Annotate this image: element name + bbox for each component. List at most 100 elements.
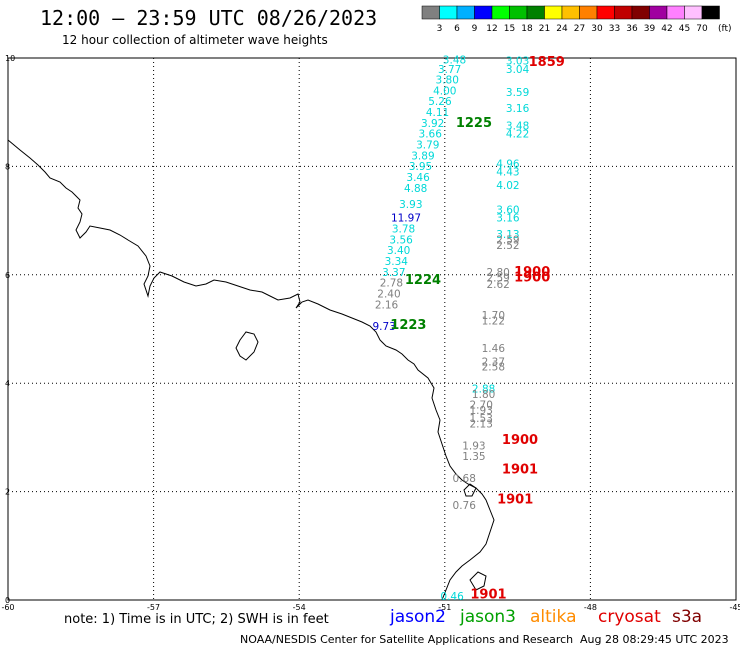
time-label: 1900 [514, 265, 550, 280]
wave-height-value: 1.80 [472, 389, 495, 401]
time-label: 1224 [405, 273, 441, 288]
wave-height-value: 1.35 [462, 451, 485, 463]
wave-height-value: 3.60 [496, 205, 519, 217]
legend-swatch [491, 5, 510, 20]
satellite-label-altika: altika [530, 607, 577, 627]
legend-unit: (ft) [718, 24, 732, 34]
coastline [7, 139, 495, 601]
wave-height-value: 3.89 [411, 150, 434, 162]
legend-label: 27 [574, 24, 585, 34]
wave-height-value: 2.52 [496, 240, 519, 252]
time-label: 1901 [497, 493, 533, 508]
legend-swatch [544, 5, 563, 20]
wave-height-value: 2.62 [486, 279, 509, 291]
legend-swatch [509, 5, 528, 20]
y-tick-label: 2 [5, 488, 10, 497]
time-label: 1901 [470, 587, 506, 602]
wave-height-value: 3.79 [416, 140, 439, 152]
wave-height-value: 4.11 [426, 107, 449, 119]
legend-swatch [439, 5, 458, 20]
legend-swatch [474, 5, 493, 20]
wave-height-value: 3.48 [443, 54, 466, 66]
wave-height-value: 2.13 [470, 419, 493, 431]
legend-swatch [666, 5, 685, 20]
wave-height-value: 0.46 [440, 591, 464, 603]
legend-label: 6 [454, 24, 460, 34]
graticule-grid [8, 58, 736, 600]
wave-height-value: 3.16 [506, 103, 530, 115]
wave-height-values: 3.483.773.804.005.264.113.923.663.793.89… [372, 54, 529, 603]
legend-label: 70 [696, 24, 708, 34]
wave-height-value: 3.78 [392, 224, 415, 236]
page-subtitle: 12 hour collection of altimeter wave hei… [62, 33, 328, 47]
wave-height-value: 5.26 [428, 96, 452, 108]
y-tick-label: 10 [5, 54, 15, 63]
wave-height-value: 1.93 [470, 405, 493, 417]
longitude-tick-labels: -60 -57 -54 -51 -48 -45 [1, 603, 740, 612]
y-tick-label: 0 [5, 596, 10, 605]
legend-label: 15 [504, 24, 515, 34]
legend-swatch [526, 5, 545, 20]
credit-text: NOAA/NESDIS Center for Satellite Applica… [240, 633, 574, 646]
wave-height-value: 4.22 [506, 129, 529, 141]
wave-height-value: 3.37 [382, 267, 405, 279]
time-label: 1225 [456, 116, 492, 131]
wave-height-value: 2.40 [377, 289, 400, 301]
legend-label: 3 [437, 24, 443, 34]
map-frame [7, 57, 737, 601]
wave-height-value: 0.68 [453, 473, 476, 485]
wave-height-value: 3.46 [406, 172, 430, 184]
legend-label: 39 [644, 24, 656, 34]
wave-height-value: 3.48 [506, 121, 529, 133]
legend-swatch [456, 5, 475, 20]
wave-height-value: 3.80 [436, 74, 459, 86]
wave-height-value: 3.59 [506, 87, 529, 99]
legend-label: 12 [486, 24, 497, 34]
legend-label: 21 [539, 24, 550, 34]
y-tick-label: 6 [5, 271, 10, 280]
x-tick-label: -48 [584, 603, 597, 612]
legend-label: 42 [661, 24, 672, 34]
wave-height-color-legend: 3 6 9 12 15 18 21 24 27 30 33 36 39 42 45 70 (ft) [421, 5, 732, 34]
x-tick-label: -51 [438, 603, 451, 612]
time-label: 1900 [502, 433, 538, 448]
y-tick-label: 4 [5, 379, 10, 388]
wave-height-value: 2.58 [482, 362, 505, 374]
x-tick-label: -54 [293, 603, 306, 612]
legend-label: 9 [472, 24, 478, 34]
legend-swatch [631, 5, 650, 20]
legend-label: 30 [591, 24, 603, 34]
legend-swatch [421, 5, 440, 20]
legend-label: 45 [679, 24, 690, 34]
wave-height-value: 1.53 [470, 413, 493, 425]
wave-height-value: 1.22 [482, 316, 505, 328]
x-tick-label: -45 [729, 603, 740, 612]
wave-height-value: 3.77 [438, 64, 461, 76]
wave-height-value: 3.92 [421, 118, 444, 130]
wave-height-value: 1.93 [462, 440, 485, 452]
wave-height-value: 3.13 [496, 229, 519, 241]
latitude-tick-labels: 0 2 4 6 8 10 [5, 54, 15, 605]
wave-height-value: 4.00 [433, 85, 456, 97]
wave-height-value: 4.43 [496, 167, 519, 179]
legend-swatch [561, 5, 580, 20]
wave-height-value: 3.95 [409, 161, 432, 173]
page-title: 12:00 – 23:59 UTC 08/26/2023 [40, 6, 378, 30]
wave-height-value: 9.73 [372, 321, 395, 333]
wave-height-value: 3.56 [389, 234, 413, 246]
legend-swatch [649, 5, 668, 20]
time-label: 1859 [529, 55, 565, 70]
x-tick-label: -60 [1, 603, 14, 612]
wave-height-value: 3.34 [385, 256, 409, 268]
y-tick-label: 8 [5, 162, 10, 171]
wave-height-value: 2.70 [470, 400, 493, 412]
legend-swatch [701, 5, 720, 20]
time-label: 1900 [514, 270, 550, 285]
satellite-label-cryosat: cryosat [598, 607, 661, 627]
legend-swatch [684, 5, 703, 20]
wave-height-value: 3.04 [506, 64, 530, 76]
wave-height-value: 3.40 [387, 245, 410, 257]
satellite-label-jason3: jason3 [460, 607, 516, 627]
wave-height-value: 2.16 [375, 299, 399, 311]
